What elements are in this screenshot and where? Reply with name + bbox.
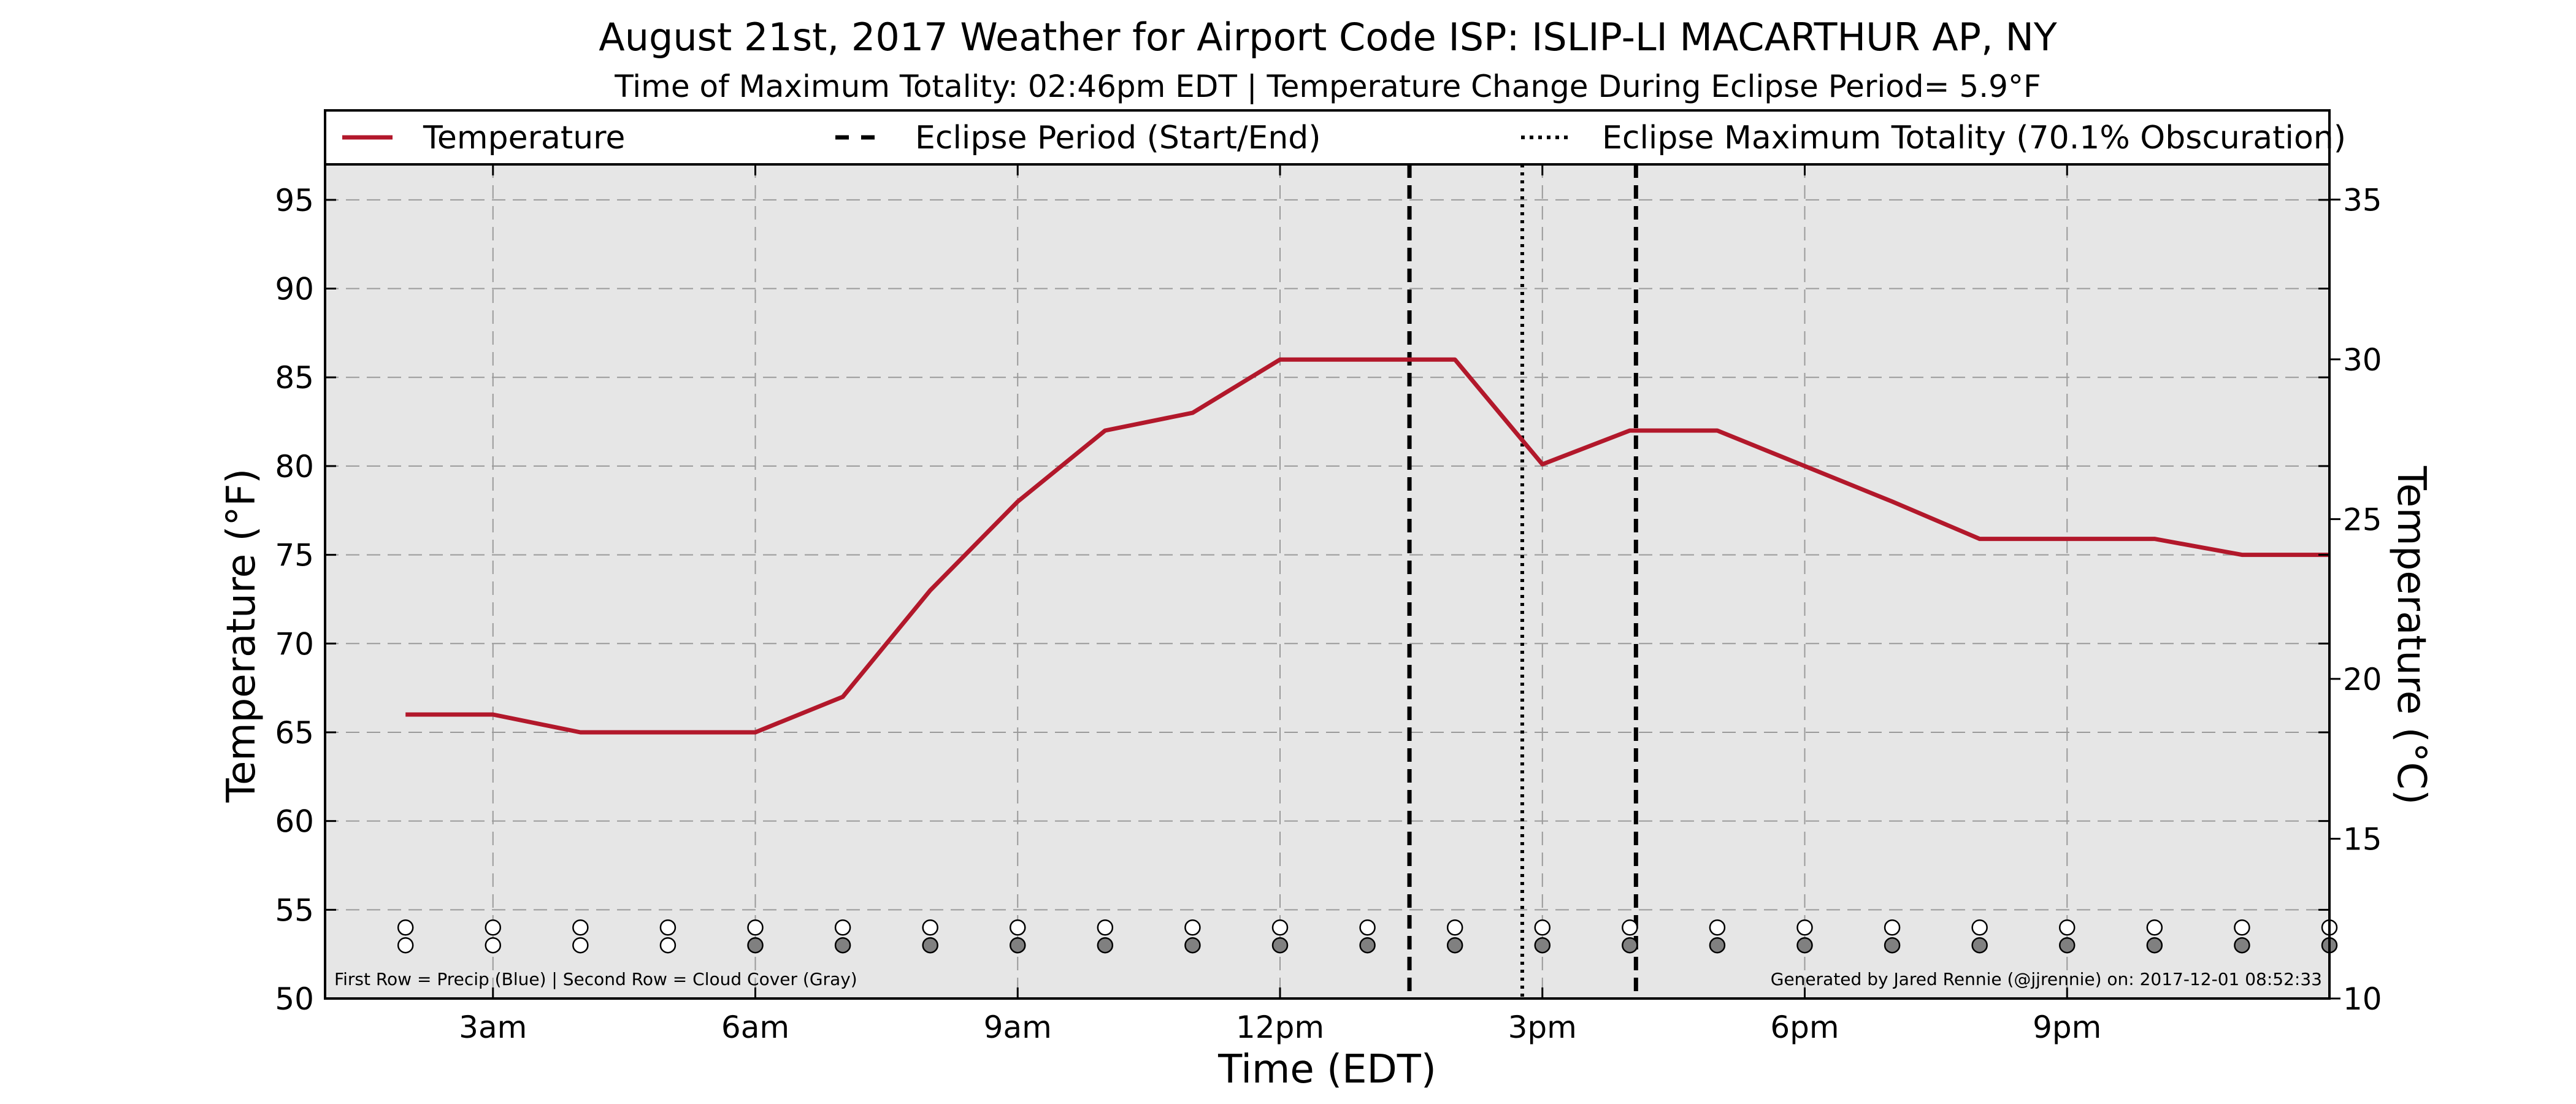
precip-marker	[2059, 919, 2076, 936]
precip-marker	[2146, 919, 2163, 936]
precip-marker	[572, 919, 589, 936]
precip-marker	[747, 919, 764, 936]
y-right-tick-label: 20	[2343, 662, 2382, 697]
cloud-cover-marker	[834, 937, 851, 954]
precip-marker	[1010, 919, 1026, 936]
cloud-cover-marker	[1884, 937, 1901, 954]
precip-marker	[1097, 919, 1114, 936]
cloud-cover-marker	[1359, 937, 1376, 954]
cloud-cover-marker	[2234, 937, 2250, 954]
precip-marker	[922, 919, 938, 936]
cloud-cover-marker	[1622, 937, 1638, 954]
cloud-cover-marker	[1971, 937, 1988, 954]
eclipse-lines	[1407, 164, 1638, 999]
y-tick-label: 50	[275, 981, 314, 1017]
legend-box	[324, 109, 2331, 166]
cloud-cover-marker	[659, 937, 677, 954]
y-tick-label: 60	[275, 804, 314, 840]
cloud-cover-marker	[1796, 937, 1813, 954]
cloud-cover-marker	[1010, 937, 1026, 954]
axes: 50 55 60 65 70 75 80 85 90 95 10 15 20 25 30 35 3am 6am 9a…	[275, 164, 2382, 1045]
cloud-cover-marker	[1271, 937, 1289, 954]
series-layer	[405, 357, 2329, 735]
y-right-tick-label: 10	[2343, 981, 2382, 1017]
y-tick-label: 90	[275, 272, 314, 307]
x-tick-label: 9pm	[2033, 1010, 2101, 1045]
cloud-cover-marker	[572, 937, 589, 954]
precip-marker	[397, 919, 414, 936]
precip-marker	[1622, 919, 1638, 936]
legend-temperature-label: Temperature	[423, 120, 625, 156]
precip-marker	[1359, 919, 1376, 936]
cloud-cover-marker	[747, 937, 764, 954]
y-tick-label: 65	[275, 715, 314, 751]
y-right-tick-label: 15	[2343, 821, 2382, 857]
y-right-tick-label: 35	[2343, 182, 2382, 218]
footnote-right: Generated by Jared Rennie (@jjrennie) on…	[1771, 969, 2322, 989]
precip-marker	[1271, 919, 1289, 936]
cloud-cover-marker	[1446, 937, 1463, 954]
cloud-cover-marker	[2146, 937, 2163, 954]
marker-rows	[397, 919, 2338, 954]
x-tick-label: 6pm	[1770, 1010, 1839, 1045]
precip-marker	[659, 919, 677, 936]
y-axis-label-right: Temperature (°C)	[2388, 466, 2434, 805]
chart-title: August 21st, 2017 Weather for Airport Co…	[599, 15, 2057, 59]
precip-marker	[834, 919, 851, 936]
precip-marker	[1534, 919, 1551, 936]
precip-marker	[1446, 919, 1463, 936]
cloud-cover-marker	[1184, 937, 1201, 954]
legend-eclipse-period-label: Eclipse Period (Start/End)	[915, 120, 1321, 156]
chart-subtitle: Time of Maximum Totality: 02:46pm EDT | …	[614, 69, 2041, 104]
x-tick-label: 3am	[459, 1010, 527, 1045]
cloud-cover-marker	[1534, 937, 1551, 954]
y-tick-label: 55	[275, 892, 314, 928]
precip-marker	[1971, 919, 1988, 936]
legend-eclipse-max-label: Eclipse Maximum Totality (70.1% Obscurat…	[1602, 120, 2346, 156]
plot-area	[325, 164, 2329, 999]
y-axis-label: Temperature (°F)	[219, 469, 264, 803]
precip-marker	[2234, 919, 2250, 936]
cloud-cover-marker	[2059, 937, 2076, 954]
precip-marker	[1796, 919, 1813, 936]
y-tick-label: 75	[275, 538, 314, 573]
y-tick-label: 85	[275, 360, 314, 396]
temperature-line	[405, 357, 2329, 735]
x-tick-label: 6am	[721, 1010, 789, 1045]
y-tick-label: 80	[275, 449, 314, 485]
x-tick-label: 12pm	[1236, 1010, 1324, 1045]
footnote-left: First Row = Precip (Blue) | Second Row =…	[334, 969, 857, 989]
cloud-cover-marker	[397, 937, 414, 954]
precip-marker	[1884, 919, 1901, 936]
y-tick-label: 70	[275, 626, 314, 662]
cloud-cover-marker	[1709, 937, 1726, 954]
precip-marker	[1709, 919, 1726, 936]
cloud-cover-marker	[922, 937, 938, 954]
x-tick-label: 3pm	[1508, 1010, 1577, 1045]
cloud-cover-marker	[1097, 937, 1114, 954]
cloud-cover-marker	[485, 937, 502, 954]
y-right-tick-label: 30	[2343, 342, 2382, 378]
precip-marker	[1184, 919, 1201, 936]
precip-marker	[485, 919, 502, 936]
y-right-tick-label: 25	[2343, 502, 2382, 537]
x-tick-label: 9am	[984, 1010, 1052, 1045]
x-axis-label: Time (EDT)	[1217, 1047, 1436, 1092]
y-tick-label: 95	[275, 183, 314, 218]
legend: Temperature Eclipse Period (Start/End) E…	[324, 109, 2346, 166]
